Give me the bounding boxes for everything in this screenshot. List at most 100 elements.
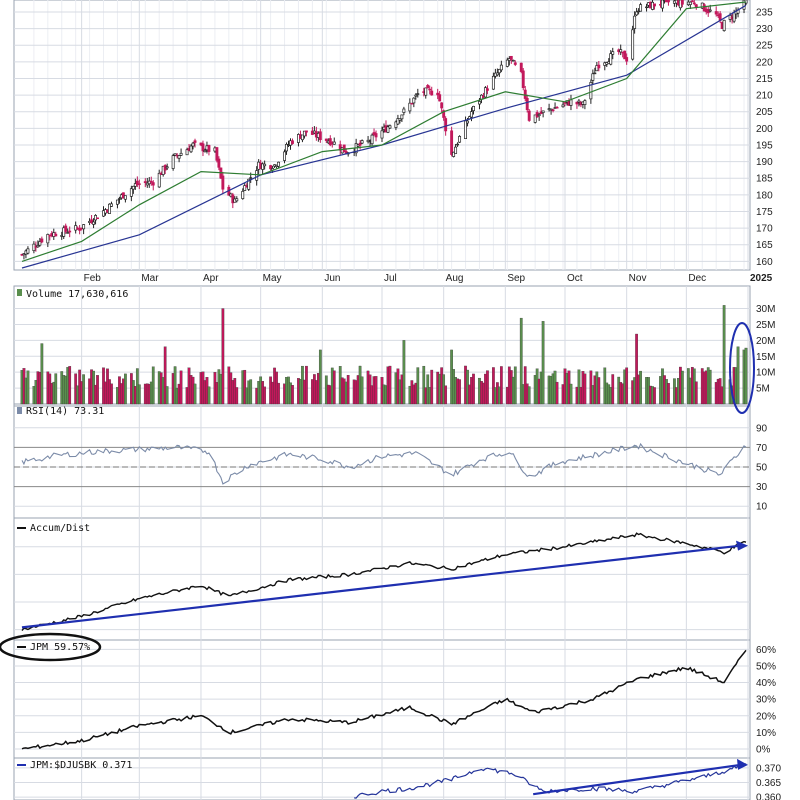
volume-tick-label: 20M [756, 336, 775, 347]
candle-body [263, 163, 267, 167]
candle-body [456, 143, 460, 146]
candle-body [96, 217, 99, 220]
candle-body [472, 105, 475, 111]
volume-bar [583, 373, 587, 405]
volume-bar [360, 376, 364, 405]
candle-body [563, 102, 567, 104]
candle-body [135, 180, 139, 186]
candle-body [416, 93, 420, 95]
performance-panel [21, 649, 747, 750]
volume-bar [54, 373, 58, 405]
candle-body [151, 182, 155, 186]
candle-body [491, 75, 495, 90]
ratio-tick-label: 0.360 [756, 793, 781, 800]
volume-bar [277, 382, 280, 405]
rsi-tick-label: 70 [756, 443, 768, 454]
axis-labels: Feb Mar Apr May Jun Jul Aug Sep Oct Nov Dec 2025 160… [84, 7, 782, 800]
candle-body [173, 153, 177, 156]
candle-body [54, 233, 58, 237]
candle-body [235, 198, 239, 202]
candle-body [442, 110, 446, 118]
candle-body [398, 118, 402, 121]
price-tick-label: 210 [756, 91, 773, 102]
volume-bar [163, 346, 167, 405]
candle-body [609, 53, 613, 65]
candle-body [115, 199, 119, 205]
candle-body [108, 203, 111, 214]
candle-body [583, 100, 587, 105]
performance-tick-label: 0% [756, 745, 771, 756]
volume-bar [137, 384, 141, 405]
volume-bar [681, 370, 684, 405]
price-tick-label: 215 [756, 74, 773, 85]
price-tick-label: 180 [756, 190, 773, 201]
candle-body [90, 219, 94, 223]
candle-body [428, 88, 432, 91]
volume-bar [492, 367, 495, 405]
candle-body [483, 87, 487, 98]
volume-bar [527, 386, 531, 405]
candle-body [509, 55, 513, 60]
candle-body [66, 232, 70, 234]
ratio-trend-arrow [533, 763, 741, 796]
candle-body [692, 2, 696, 5]
candle-body [302, 130, 306, 137]
candle-body [82, 224, 86, 230]
rsi-legend: RSI(14) 73.31 [17, 406, 104, 417]
candle-body [78, 228, 82, 231]
volume-bar [263, 386, 266, 405]
candle-body [593, 72, 597, 75]
candle-body [277, 161, 281, 167]
price-tick-label: 160 [756, 257, 773, 268]
candle-body [575, 101, 579, 105]
candle-body [440, 102, 444, 109]
rsi-tick-label: 90 [756, 423, 768, 434]
candle-body [680, 0, 684, 5]
volume-bar [151, 366, 155, 405]
candle-body [217, 158, 221, 168]
candle-body [394, 121, 398, 128]
accum-dist-trend-arrow [21, 544, 741, 629]
candle-body [117, 198, 121, 200]
volume-bar [422, 365, 426, 405]
volume-bar [722, 305, 726, 405]
candle-body [388, 125, 392, 129]
candle-body [450, 130, 454, 155]
volume-bar [346, 375, 350, 405]
candle-body [653, 3, 656, 7]
candle-body [694, 4, 698, 8]
accum-dist-label: Accum/Dist [30, 523, 90, 534]
volume-bar [68, 366, 72, 405]
candle-body [708, 9, 712, 12]
volume-panel [20, 305, 748, 405]
candle-body [328, 138, 332, 146]
candle-body [402, 108, 406, 113]
rsi-tick-label: 10 [756, 502, 768, 513]
candle-body [129, 188, 133, 197]
volume-bar [653, 387, 656, 405]
x-tick-label: Aug [446, 273, 464, 284]
x-tick-label: Apr [203, 273, 219, 284]
x-tick-label: Nov [629, 273, 647, 284]
candle-body [386, 126, 390, 133]
price-tick-label: 195 [756, 140, 773, 151]
candle-body [589, 82, 593, 100]
candle-body [541, 110, 545, 113]
candle-body [661, 0, 664, 9]
candle-body [454, 146, 458, 154]
x-tick-label: 2025 [750, 273, 773, 284]
volume-tick-label: 30M [756, 304, 775, 315]
volume-bar [110, 383, 113, 405]
candle-body [143, 181, 147, 184]
candle-body [255, 170, 259, 181]
volume-bar [243, 369, 247, 405]
ratio-panel [354, 758, 749, 799]
candle-body [64, 225, 68, 232]
candle-body [438, 94, 442, 102]
candle-body [523, 89, 527, 99]
x-tick-label: Oct [567, 273, 583, 284]
price-tick-label: 230 [756, 24, 773, 35]
candle-body [495, 72, 499, 76]
price-tick-label: 205 [756, 107, 773, 118]
candle-body [68, 230, 72, 233]
